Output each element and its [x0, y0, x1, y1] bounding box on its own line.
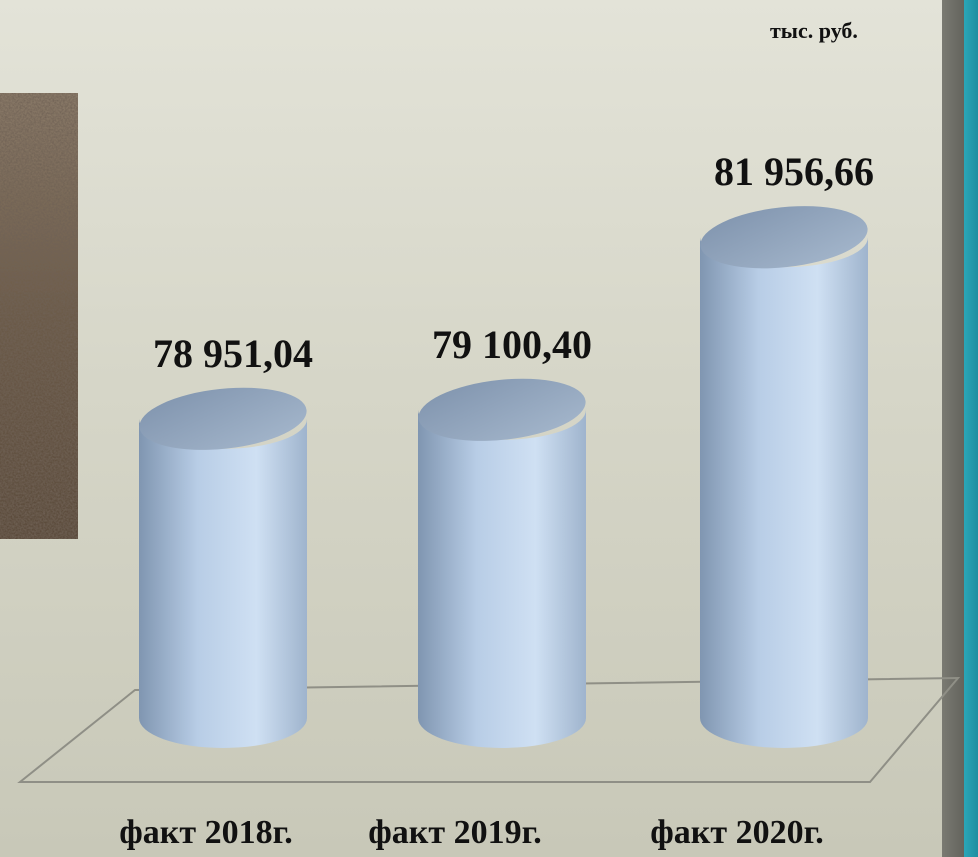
value-label-2: 79 100,40 [432, 322, 592, 367]
right-accent-stripe [964, 0, 978, 857]
bar-2 [418, 409, 586, 748]
category-labels-group: факт 2018г. факт 2019г. факт 2020г. [119, 814, 823, 851]
bar-top-2 [418, 378, 586, 441]
value-labels-group: 78 951,04 79 100,40 81 956,66 [153, 149, 874, 376]
bar-1 [139, 418, 307, 748]
chart-floor [17, 676, 961, 783]
soil-photo [0, 93, 78, 539]
category-label-3: факт 2020г. [650, 814, 823, 851]
category-label-1: факт 2018г. [119, 814, 292, 851]
unit-label: тыс. руб. [770, 18, 858, 43]
category-label-2: факт 2019г. [368, 814, 541, 851]
bar-top-3 [700, 206, 868, 269]
value-label-3: 81 956,66 [714, 149, 874, 194]
bars-group [139, 206, 868, 748]
bar-3 [700, 237, 868, 748]
bar-top-1 [139, 387, 307, 450]
value-label-1: 78 951,04 [153, 331, 313, 376]
